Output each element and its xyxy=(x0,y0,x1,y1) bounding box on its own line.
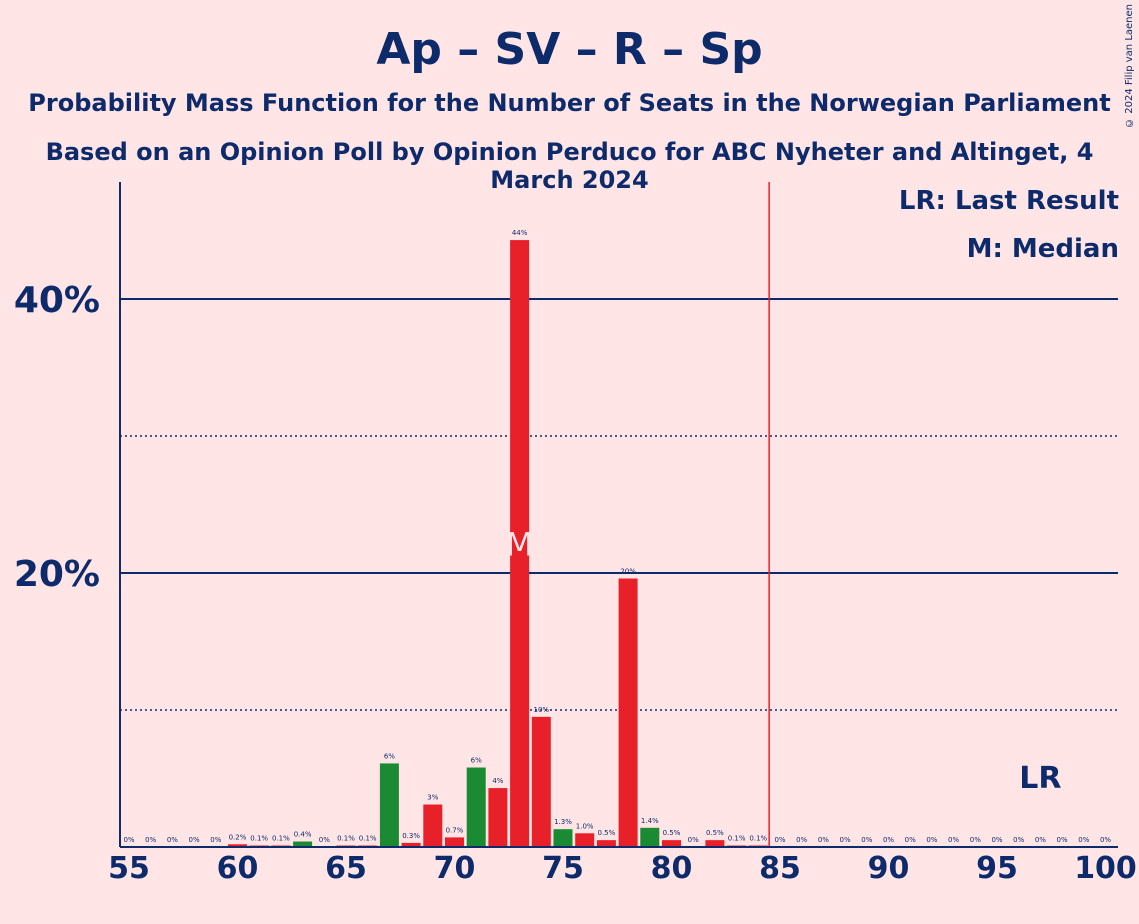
bar-label-seat-91: 0% xyxy=(905,836,916,844)
y-tick-label: 40% xyxy=(14,280,100,321)
bar-label-seat-76: 1.0% xyxy=(576,822,594,830)
bar-label-seat-87: 0% xyxy=(818,836,829,844)
x-tick-label-80: 80 xyxy=(651,851,693,886)
bar-label-seat-71: 6% xyxy=(471,757,482,765)
bar-label-seat-83: 0.1% xyxy=(728,835,746,843)
x-tick-label-85: 85 xyxy=(759,851,801,886)
bar-seat-63 xyxy=(293,841,313,847)
bar-seat-76 xyxy=(575,833,595,847)
bar-seat-72 xyxy=(488,788,508,847)
bar-label-seat-99: 0% xyxy=(1078,836,1089,844)
bar-label-seat-80: 0.5% xyxy=(663,829,681,837)
bar-label-seat-69: 3% xyxy=(427,794,438,802)
bar-seat-71 xyxy=(466,767,486,847)
legend-last-result: LR: Last Result xyxy=(898,186,1119,216)
bar-label-seat-70: 0.7% xyxy=(446,826,464,834)
bar-label-seat-67: 6% xyxy=(384,752,395,760)
median-marker: M xyxy=(506,526,534,564)
bar-label-seat-63: 0.4% xyxy=(294,831,312,839)
bar-label-seat-88: 0% xyxy=(840,836,851,844)
bar-seat-73 xyxy=(510,240,530,848)
x-tick-label-60: 60 xyxy=(217,851,259,886)
bar-label-seat-81: 0% xyxy=(688,836,699,844)
bar-label-seat-55: 0% xyxy=(123,836,134,844)
bar-label-seat-97: 0% xyxy=(1035,836,1046,844)
bar-label-seat-75: 1.3% xyxy=(554,818,572,826)
legend-median: M: Median xyxy=(966,234,1119,264)
x-tick-label-55: 55 xyxy=(108,851,150,886)
bar-label-seat-58: 0% xyxy=(189,836,200,844)
bar-label-seat-72: 4% xyxy=(492,777,503,785)
bar-label-seat-96: 0% xyxy=(1013,836,1024,844)
bar-seat-60 xyxy=(228,844,247,847)
x-tick-label-90: 90 xyxy=(868,851,910,886)
bar-label-seat-60: 0.2% xyxy=(229,833,247,841)
bar-label-seat-61: 0.1% xyxy=(250,835,268,843)
bar-label-seat-93: 0% xyxy=(948,836,959,844)
bar-label-seat-57: 0% xyxy=(167,836,178,844)
bar-seat-79 xyxy=(640,827,660,847)
bar-label-seat-78: 20% xyxy=(620,567,636,575)
chart-title: Ap – SV – R – Sp xyxy=(376,24,763,75)
bar-label-seat-59: 0% xyxy=(210,836,221,844)
bar-label-seat-56: 0% xyxy=(145,836,156,844)
bar-label-seat-100: 0% xyxy=(1100,836,1111,844)
bar-label-seat-64: 0% xyxy=(319,836,330,844)
bar-label-seat-92: 0% xyxy=(926,836,937,844)
bar-label-seat-84: 0.1% xyxy=(749,835,767,843)
bar-seat-69 xyxy=(423,804,443,847)
bar-label-seat-62: 0.1% xyxy=(272,835,290,843)
x-tick-label-75: 75 xyxy=(542,851,584,886)
bar-label-seat-95: 0% xyxy=(991,836,1002,844)
bar-label-seat-94: 0% xyxy=(970,836,981,844)
x-tick-label-70: 70 xyxy=(434,851,476,886)
bar-seat-70 xyxy=(445,837,464,847)
bar-seat-78 xyxy=(618,578,638,847)
x-tick-label-100: 100 xyxy=(1074,851,1137,886)
chart-source: Based on an Opinion Poll by Opinion Perd… xyxy=(45,138,1094,194)
bar-seat-82 xyxy=(705,840,725,847)
bar-label-seat-79: 1.4% xyxy=(641,817,659,825)
bar-label-seat-86: 0% xyxy=(796,836,807,844)
bar-label-seat-73: 44% xyxy=(512,229,528,237)
bar-seat-68 xyxy=(401,842,421,847)
bar-label-seat-90: 0% xyxy=(883,836,894,844)
y-tick-label: 20% xyxy=(14,554,100,595)
bar-seat-77 xyxy=(596,840,616,847)
bar-label-seat-89: 0% xyxy=(861,836,872,844)
bar-seat-74 xyxy=(531,716,551,847)
bar-label-seat-77: 0.5% xyxy=(598,829,616,837)
bar-seat-80 xyxy=(662,840,681,847)
chart-subtitle: Probability Mass Function for the Number… xyxy=(28,89,1111,117)
bar-label-seat-66: 0.1% xyxy=(359,835,377,843)
bar-label-seat-98: 0% xyxy=(1057,836,1068,844)
last-result-marker: LR xyxy=(1019,761,1061,796)
bar-seat-67 xyxy=(379,763,399,847)
bar-label-seat-85: 0% xyxy=(774,836,785,844)
bar-seat-75 xyxy=(553,829,573,847)
bar-label-seat-65: 0.1% xyxy=(337,835,355,843)
x-tick-label-65: 65 xyxy=(325,851,367,886)
bar-label-seat-74: 10% xyxy=(534,706,550,714)
bar-label-seat-68: 0.3% xyxy=(402,832,420,840)
x-tick-label-95: 95 xyxy=(976,851,1018,886)
bar-label-seat-82: 0.5% xyxy=(706,829,724,837)
